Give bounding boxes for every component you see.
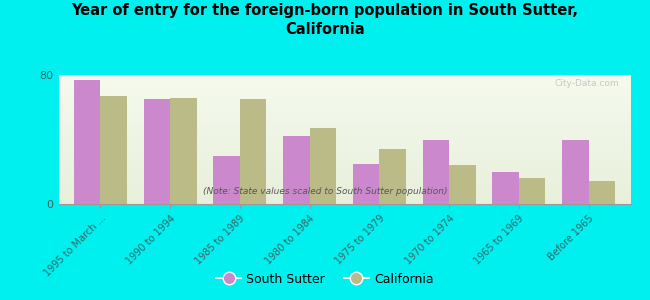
Bar: [353, 164, 380, 204]
Bar: [213, 156, 240, 204]
Legend: South Sutter, California: South Sutter, California: [211, 268, 439, 291]
Bar: [562, 140, 589, 204]
Bar: [240, 99, 266, 204]
Bar: [283, 136, 309, 204]
Bar: [519, 178, 545, 204]
Bar: [589, 182, 615, 204]
Bar: [100, 96, 127, 204]
Bar: [144, 99, 170, 204]
Text: City-Data.com: City-Data.com: [554, 79, 619, 88]
Bar: [449, 165, 476, 204]
Bar: [422, 140, 449, 204]
Bar: [380, 149, 406, 204]
Bar: [74, 80, 100, 204]
Text: (Note: State values scaled to South Sutter population): (Note: State values scaled to South Sutt…: [203, 188, 447, 196]
Bar: [309, 128, 336, 204]
Text: Year of entry for the foreign-born population in South Sutter,
California: Year of entry for the foreign-born popul…: [72, 3, 578, 37]
Bar: [493, 172, 519, 204]
Bar: [170, 98, 196, 204]
